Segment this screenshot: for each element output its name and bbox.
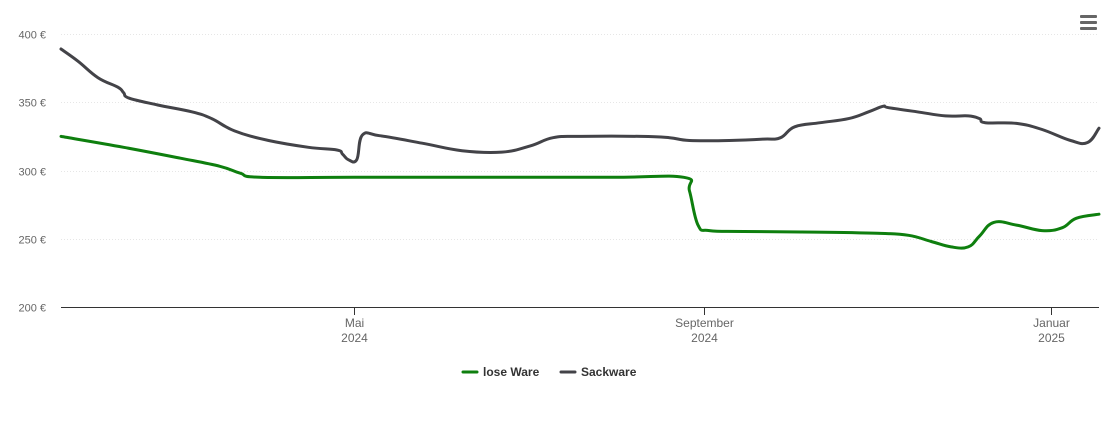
series-line-lose-ware[interactable] [59, 134, 1101, 250]
x-tick-label: Januar 2025 [1033, 316, 1070, 345]
y-tick-label: 200 € [18, 303, 46, 315]
x-tick-label: Mai 2024 [341, 316, 368, 345]
legend-label: lose Ware [483, 365, 540, 379]
y-tick-label: 350 € [18, 98, 46, 110]
series-line-sackware[interactable] [59, 47, 1101, 164]
legend-item-lose-ware[interactable]: lose Ware [461, 365, 540, 379]
x-tick-label: September 2024 [675, 316, 734, 345]
y-tick-label: 250 € [18, 235, 46, 247]
legend-label: Sackware [581, 365, 637, 379]
series-lines [59, 47, 1101, 250]
y-axis: 200 € 250 € 300 € 350 € 400 € [18, 30, 46, 315]
y-tick-label: 400 € [18, 30, 46, 42]
x-axis: Mai 2024 September 2024 Januar 2025 [61, 307, 1099, 345]
legend-item-sackware[interactable]: Sackware [559, 365, 637, 379]
chart-menu-icon[interactable] [1076, 12, 1100, 32]
legend: lose Ware Sackware [461, 365, 637, 379]
y-tick-label: 300 € [18, 167, 46, 179]
